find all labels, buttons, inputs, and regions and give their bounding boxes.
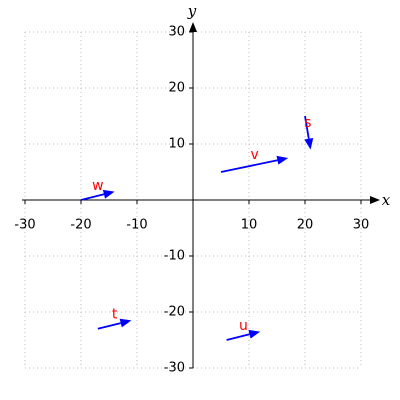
x-tick-label: -30: [14, 218, 35, 233]
x-tick-label: -10: [126, 218, 147, 233]
y-tick-label: 30: [168, 25, 185, 40]
y-tick-label: -10: [164, 249, 185, 264]
vector-head: [304, 138, 314, 150]
vector-head: [119, 318, 132, 328]
y-tick-label: 20: [168, 81, 185, 96]
vector-shaft: [80, 193, 105, 201]
vector-shaft: [220, 159, 278, 173]
vector-label: v: [250, 147, 258, 163]
x-tick-label: 10: [241, 218, 258, 233]
vector-label: t: [112, 307, 118, 323]
vector-label: w: [92, 178, 103, 194]
vector-label: s: [304, 115, 311, 131]
x-tick-label: -20: [70, 218, 91, 233]
y-tick-label: -30: [164, 361, 185, 376]
vector-shaft: [304, 115, 310, 139]
vector-shaft: [226, 333, 250, 341]
vector-head: [102, 189, 115, 199]
vector-head: [276, 155, 289, 165]
vector-label: u: [239, 318, 248, 334]
vector-head: [248, 329, 261, 339]
y-axis-title: y: [187, 2, 197, 20]
x-tick-label: 20: [297, 218, 314, 233]
x-tick-label: 30: [353, 218, 370, 233]
x-axis-title: x: [382, 191, 391, 209]
vector-shaft: [97, 322, 121, 330]
y-tick-label: -20: [164, 305, 185, 320]
y-tick-label: 10: [168, 137, 185, 152]
x-axis-arrow: [370, 196, 380, 204]
y-axis-arrow: [189, 22, 197, 32]
